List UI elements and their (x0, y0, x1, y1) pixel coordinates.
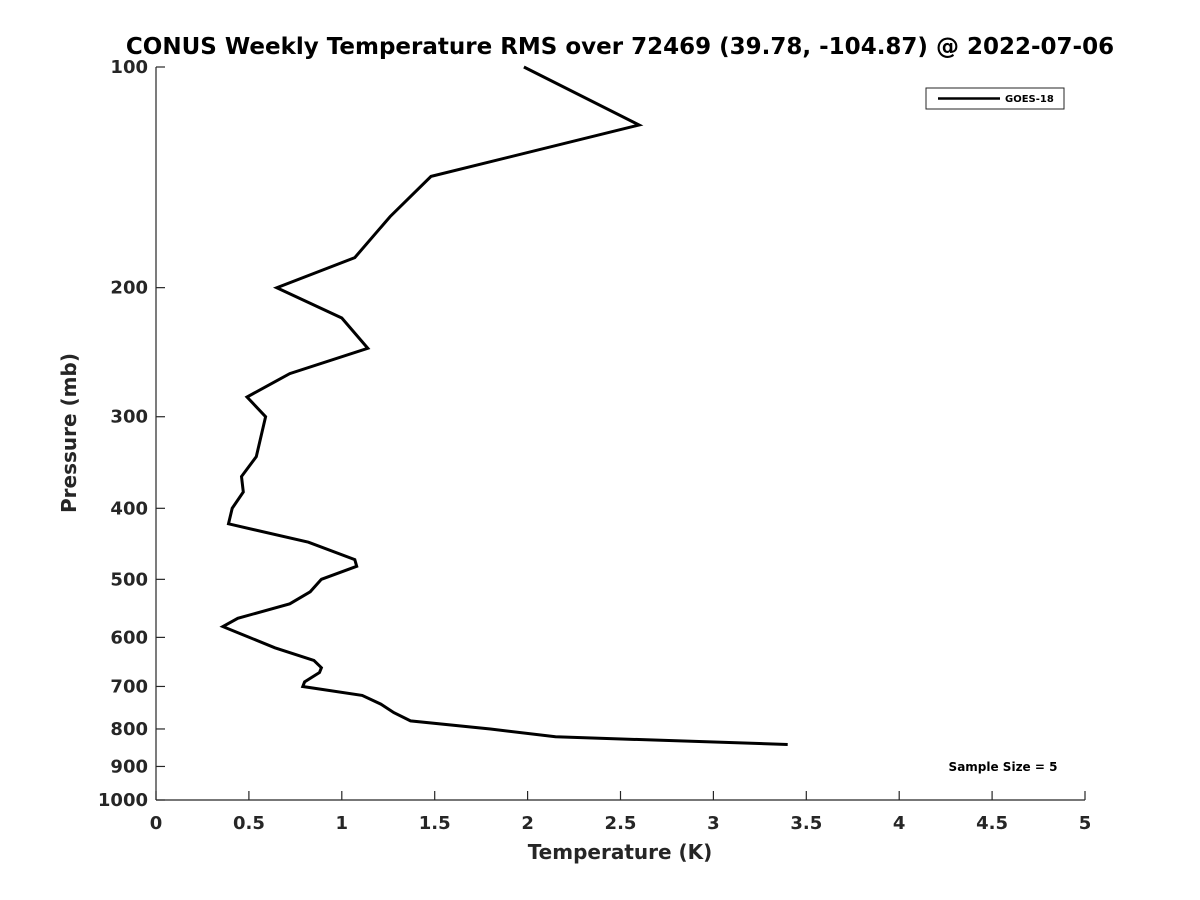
y-tick-label: 900 (110, 756, 148, 777)
y-tick-label: 400 (110, 498, 148, 519)
x-tick-label: 0.5 (233, 813, 265, 834)
x-tick-label: 2 (521, 813, 534, 834)
x-tick-label: 4.5 (976, 813, 1008, 834)
x-tick-label: 3 (707, 813, 720, 834)
x-tick-label: 5 (1079, 813, 1092, 834)
sample-size-annotation: Sample Size = 5 (949, 760, 1058, 774)
y-tick-label: 100 (110, 57, 148, 78)
y-axis-ticks: 100 200 300 400 500 600 700 800 900 1000 (98, 57, 165, 811)
x-tick-label: 1 (336, 813, 349, 834)
y-tick-label: 200 (110, 278, 148, 299)
series-line-goes-18 (219, 65, 788, 746)
legend: GOES-18 (925, 87, 1065, 110)
x-axis-ticks: 0 0.5 1 1.5 2 2.5 3 3.5 4 4.5 5 (150, 791, 1092, 834)
series-layer (219, 65, 788, 746)
plot-axes (155, 67, 1085, 801)
x-tick-label: 1.5 (419, 813, 451, 834)
y-tick-label: 300 (110, 407, 148, 428)
x-axis-label: Temperature (K) (528, 840, 713, 864)
chart-title: CONUS Weekly Temperature RMS over 72469 … (126, 34, 1114, 60)
y-tick-label: 500 (110, 569, 148, 590)
y-tick-label: 800 (110, 719, 148, 740)
y-axis-label: Pressure (mb) (57, 353, 81, 513)
x-tick-label: 0 (150, 813, 163, 834)
x-tick-label: 2.5 (605, 813, 637, 834)
x-tick-label: 4 (893, 813, 906, 834)
y-tick-label: 600 (110, 627, 148, 648)
x-tick-label: 3.5 (790, 813, 822, 834)
legend-label: GOES-18 (1005, 94, 1054, 105)
y-tick-label: 1000 (98, 790, 148, 811)
y-tick-label: 700 (110, 676, 148, 697)
